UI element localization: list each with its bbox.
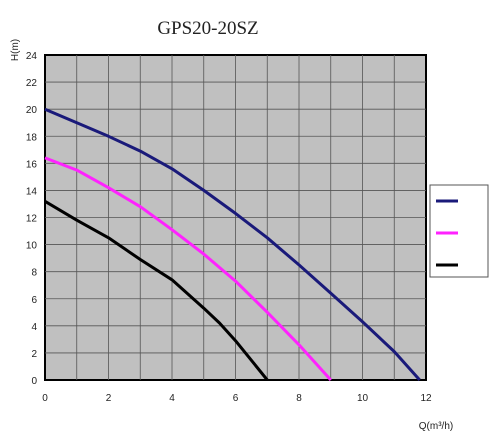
y-tick-label: 10 <box>26 241 38 252</box>
legend <box>429 184 489 278</box>
y-tick-label: 8 <box>31 268 37 279</box>
x-tick-label: 0 <box>42 393 48 404</box>
y-tick-label: 14 <box>26 186 38 197</box>
series-line-1 <box>44 107 421 381</box>
legend-box <box>429 184 489 278</box>
y-tick-label: 4 <box>31 322 37 333</box>
y-tick-label: 20 <box>26 105 38 116</box>
y-tick-label: 6 <box>31 295 37 306</box>
y-tick-label: 2 <box>31 349 37 360</box>
x-axis-label: Q(m³/h) <box>419 421 453 432</box>
x-tick-labels: 0 2 4 6 8 10 12 <box>42 393 432 404</box>
x-tick-label: 4 <box>169 393 175 404</box>
x-tick-label: 10 <box>357 393 369 404</box>
x-tick-label: 6 <box>233 393 239 404</box>
y-tick-label: 18 <box>26 132 38 143</box>
series-line-3 <box>44 200 269 381</box>
y-tick-label: 16 <box>26 159 38 170</box>
y-axis-label: H(m) <box>10 39 21 61</box>
series-line-2 <box>44 156 332 382</box>
y-tick-label: 22 <box>26 78 38 89</box>
series-lines <box>44 107 421 382</box>
x-tick-label: 2 <box>106 393 112 404</box>
grid-lines <box>45 55 426 380</box>
y-tick-label: 12 <box>26 214 38 225</box>
x-tick-label: 12 <box>420 393 432 404</box>
y-tick-label: 24 <box>26 51 38 62</box>
chart-title: GPS20-20SZ <box>157 18 258 39</box>
y-tick-label: 0 <box>31 376 37 387</box>
x-tick-label: 8 <box>296 393 302 404</box>
